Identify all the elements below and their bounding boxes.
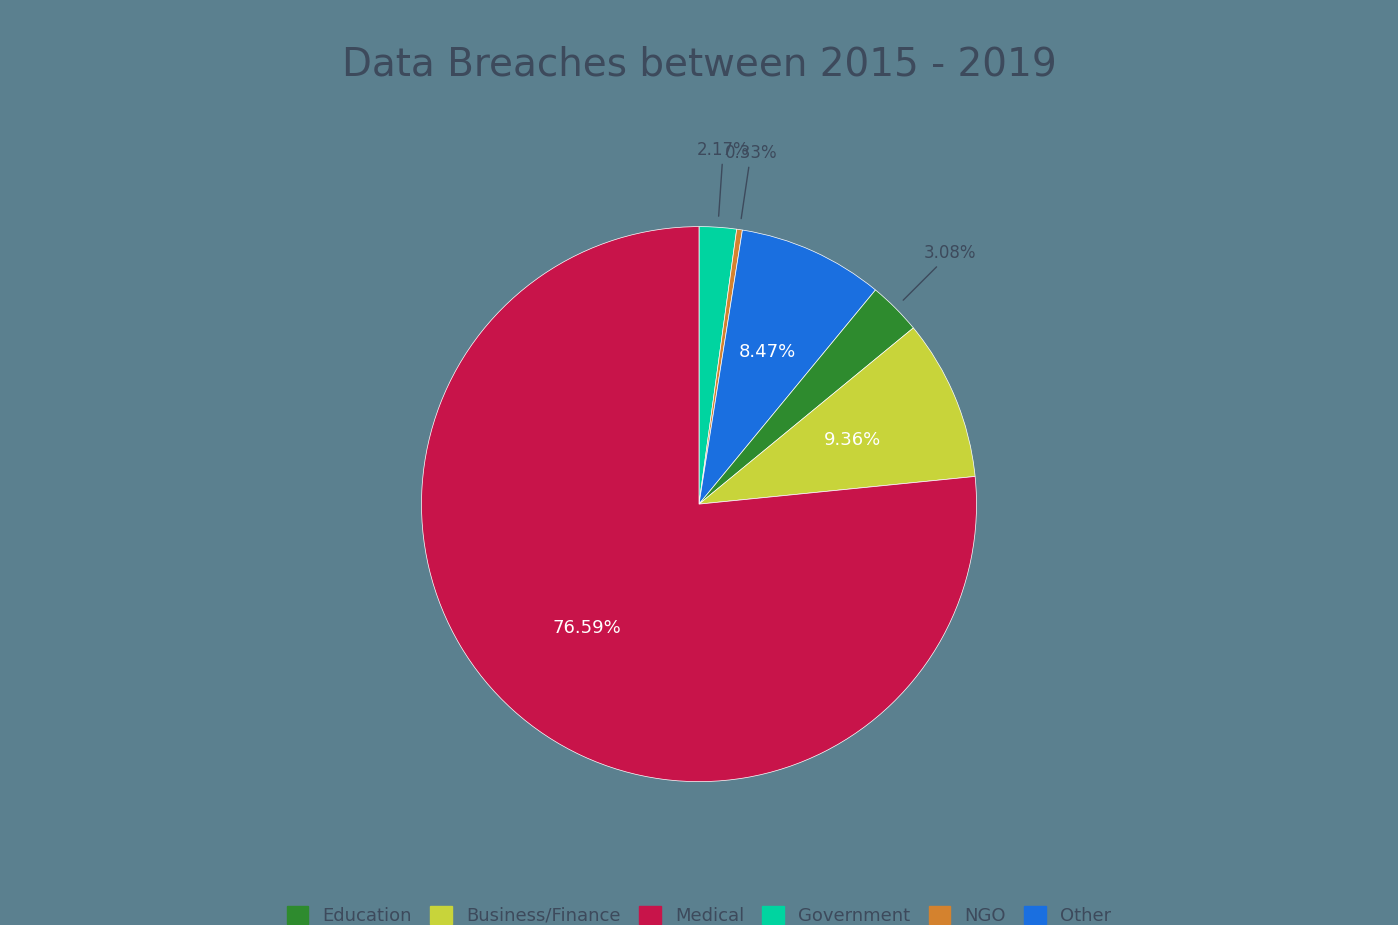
Wedge shape [699,227,737,504]
Text: 2.17%: 2.17% [696,141,749,216]
Text: 9.36%: 9.36% [823,431,881,450]
Legend: Education, Business/Finance, Medical, Government, NGO, Other: Education, Business/Finance, Medical, Go… [280,898,1118,925]
Text: 76.59%: 76.59% [554,619,622,636]
Text: 3.08%: 3.08% [903,244,977,301]
Text: Data Breaches between 2015 - 2019: Data Breaches between 2015 - 2019 [341,45,1057,84]
Text: 0.33%: 0.33% [724,143,777,218]
Wedge shape [422,227,976,782]
Wedge shape [699,290,913,504]
Wedge shape [699,229,742,504]
Wedge shape [699,327,976,504]
Text: 8.47%: 8.47% [738,343,795,362]
Wedge shape [699,230,875,504]
